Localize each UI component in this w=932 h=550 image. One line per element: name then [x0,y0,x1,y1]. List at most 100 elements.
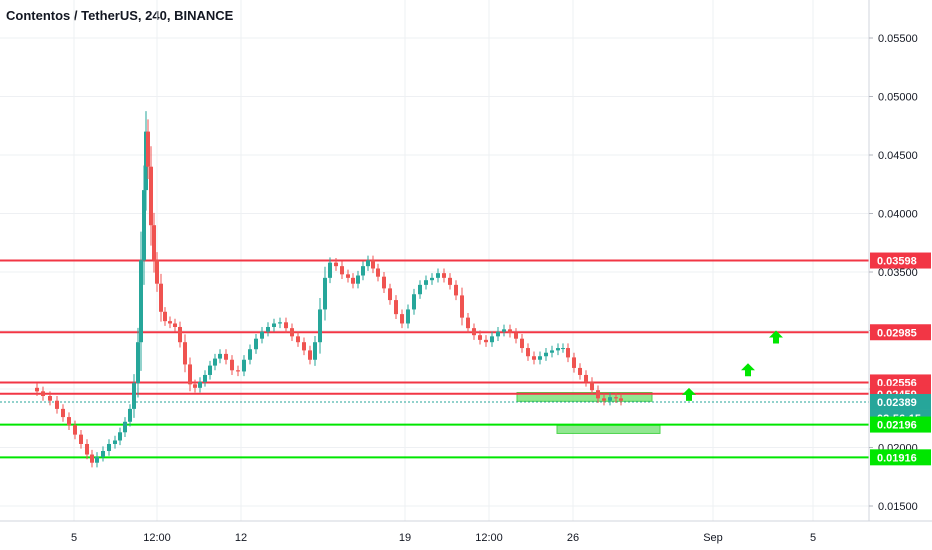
candle-body [478,335,482,340]
price-level-label-box [870,393,931,410]
candle-body [484,339,488,343]
price-level-label-box [870,449,931,466]
support-zone [556,424,661,434]
candle-body [619,398,623,401]
candle-body [236,370,240,372]
y-tick-label: 0.05000 [878,92,918,104]
candle-body [614,397,618,399]
x-tick-label: Sep [703,532,723,544]
candle-body [218,353,222,359]
candle-body [290,328,294,337]
candle-body [466,317,470,329]
candle-body [308,350,312,360]
candle-body [394,300,398,315]
candle-body [566,348,570,358]
candle-body [572,357,576,368]
candle-body [230,359,234,371]
up-arrow-icon [769,330,783,344]
candle-body [520,338,524,349]
up-arrow-icon [741,363,755,377]
x-tick-label: 12 [235,532,247,544]
candle-body [101,451,105,457]
y-tick-label: 0.03500 [878,267,918,279]
candle-body [296,336,300,343]
candle-body [490,336,494,343]
price-level-label-box [870,324,931,341]
price-level-label-box [870,416,931,433]
candle-body [400,314,404,324]
candle-body [139,260,143,343]
candle-body [584,374,588,382]
candle-body [460,295,464,318]
x-tick-label: 12:00 [143,532,171,544]
candle-body [454,284,458,296]
candle-body [556,348,560,351]
y-tick-label: 0.05500 [878,33,918,45]
candle-body [73,425,77,435]
candle-body [61,408,65,418]
candle-body [85,443,89,455]
candle-body [260,331,264,339]
candle-body [136,342,140,384]
price-level-label: 0.01916 [877,452,917,464]
candle-body [284,322,288,329]
candle-body [128,408,132,422]
candle-body [366,260,370,267]
candle-body [334,262,338,267]
candle-body [208,365,212,375]
candle-body [123,421,127,433]
candle-body [178,326,182,343]
candle-body [159,283,163,312]
candle-body [578,367,582,375]
candle-body [472,328,476,336]
y-tick-label: 0.01500 [878,501,918,513]
candle-body [436,273,440,278]
support-zone [516,392,653,402]
candle-body [313,342,317,360]
candle-body [132,383,136,409]
candle-body [602,398,606,401]
candle-body [90,454,94,463]
y-tick-label: 0.04500 [878,150,918,162]
candle-body [526,348,530,357]
candle-body [95,456,99,463]
candle-body [596,390,600,399]
candle-body [55,400,59,409]
price-level-label: 0.02196 [877,420,917,432]
candle-body [544,352,548,357]
candle-body [193,384,197,388]
candle-body [328,262,332,278]
candle-body [272,323,276,327]
candle-body [41,391,45,397]
candle-body [79,434,83,444]
candle-body [149,166,153,226]
candle-body [561,348,565,350]
candle-body [67,417,71,426]
candle-body [388,288,392,301]
candle-body [278,322,282,324]
price-level-label: 0.02985 [877,327,917,339]
candle-body [430,277,434,281]
candle-body [371,260,375,269]
candle-body [203,374,207,382]
candle-body [168,321,172,324]
candle-body [442,273,446,278]
candle-body [48,396,52,401]
price-level-label: 0.02389 [877,397,917,409]
x-tick-label: 5 [71,532,77,544]
price-level-label-box [870,252,931,269]
x-tick-label: 12:00 [475,532,503,544]
candle-body [146,131,150,167]
candle-body [213,358,217,366]
candle-body [142,190,146,261]
candle-body [538,356,542,360]
candle-body [188,364,192,385]
candle-body [590,381,594,391]
candle-body [508,329,512,333]
candle-body [35,387,39,392]
x-tick-label: 26 [567,532,579,544]
candle-body [242,359,246,372]
candle-body [163,311,167,322]
candle-body [155,260,159,284]
